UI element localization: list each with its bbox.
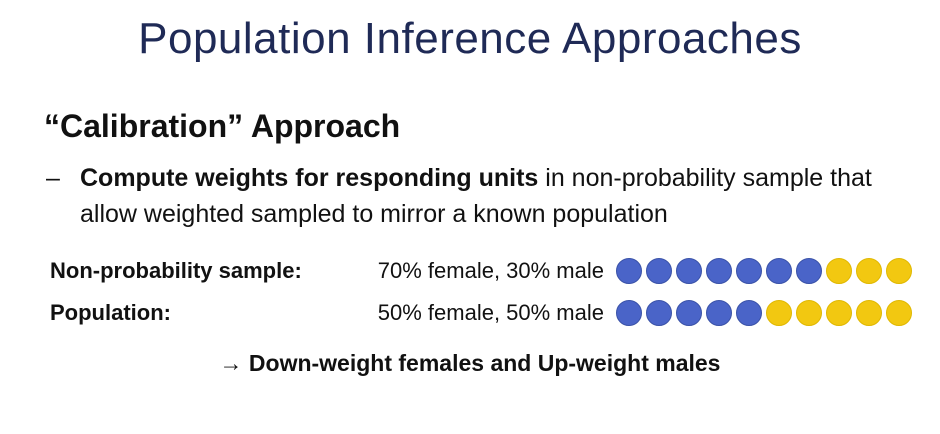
conclusion: → Down-weight females and Up-weight male…: [0, 350, 940, 377]
female-dot: [646, 258, 672, 284]
male-dot: [826, 300, 852, 326]
conclusion-text: Down-weight females and Up-weight males: [248, 350, 721, 376]
slide-title: Population Inference Approaches: [138, 14, 802, 63]
male-dot: [856, 258, 882, 284]
bullet-rest-text: in non-probability sample that allow wei…: [80, 164, 872, 228]
female-dot: [616, 258, 642, 284]
female-dot: [706, 300, 732, 326]
female-dot: [706, 258, 732, 284]
bullet-dash: –: [46, 164, 60, 192]
male-dot: [766, 300, 792, 326]
male-dot: [886, 300, 912, 326]
population-dots: [616, 300, 912, 326]
male-dot: [826, 258, 852, 284]
female-dot: [796, 258, 822, 284]
arrow-icon: →: [219, 350, 249, 376]
sample-percentages: 70% female, 30% male: [377, 258, 604, 283]
female-dot: [616, 300, 642, 326]
bullet-text: Compute weights for responding units in …: [80, 160, 906, 232]
bullet-point: – Compute weights for responding units i…: [46, 160, 906, 232]
bullet-bold-text: Compute weights for responding units: [80, 164, 539, 192]
sample-row: Non-probability sample: 70% female, 30% …: [50, 258, 920, 288]
sample-dots: [616, 258, 912, 284]
male-dot: [796, 300, 822, 326]
population-label: Population:: [50, 300, 171, 325]
female-dot: [676, 300, 702, 326]
sample-label: Non-probability sample:: [50, 258, 302, 283]
female-dot: [736, 258, 762, 284]
population-percentages: 50% female, 50% male: [377, 300, 604, 325]
female-dot: [676, 258, 702, 284]
population-row: Population: 50% female, 50% male: [50, 300, 920, 330]
female-dot: [646, 300, 672, 326]
male-dot: [886, 258, 912, 284]
section-heading: “Calibration” Approach: [44, 108, 401, 144]
female-dot: [766, 258, 792, 284]
male-dot: [856, 300, 882, 326]
female-dot: [736, 300, 762, 326]
